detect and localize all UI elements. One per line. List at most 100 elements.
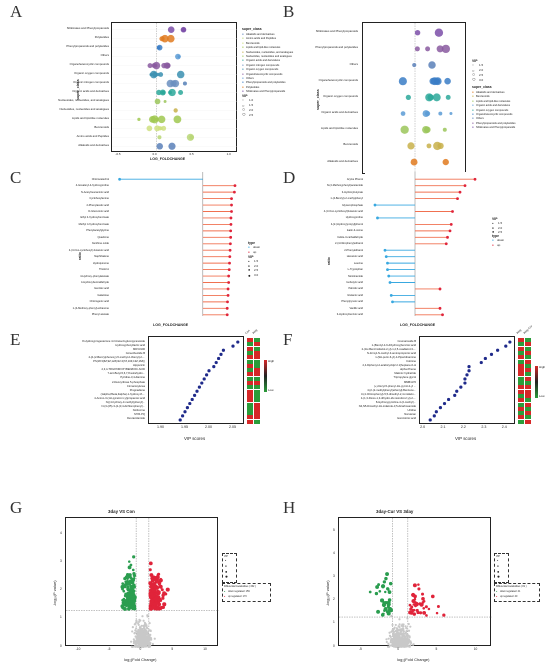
down-regulated-point xyxy=(131,568,135,572)
heatmap-cell xyxy=(247,355,254,360)
up-regulated-point xyxy=(156,590,161,595)
panel-f-colorbar-high: High xyxy=(539,365,546,369)
panel-f-colorbar-low: Low xyxy=(539,394,545,398)
panel-c-y-title: ratio xyxy=(78,252,82,260)
up-regulated-point xyxy=(152,602,157,606)
panel-g-legend-up-dot: ● xyxy=(224,595,226,598)
down-regulated-point xyxy=(132,555,136,559)
down-regulated-point xyxy=(129,579,133,583)
panel-d-y-title: ratio xyxy=(327,257,331,265)
heatmap-cell xyxy=(247,415,254,420)
metabolite-label: Cinnamoylurea xyxy=(126,384,145,388)
down-regulated-point xyxy=(126,587,130,591)
neutral-point xyxy=(131,630,134,633)
neutral-point xyxy=(143,623,147,626)
legend-label: Organoheterocyclic compounds xyxy=(246,72,283,76)
lollipop-head xyxy=(463,184,467,188)
category-label: Lipids and lipid-like molecules xyxy=(320,126,358,131)
bubble-point xyxy=(422,110,430,117)
up-regulated-point xyxy=(162,602,167,607)
down-regulated-point xyxy=(381,602,387,608)
neutral-point xyxy=(143,642,146,645)
panel-a-plot-frame xyxy=(111,22,238,153)
heatmap-cell xyxy=(253,368,260,373)
heatmap-cell xyxy=(524,385,531,390)
heatmap-cell xyxy=(253,372,260,377)
neutral-point xyxy=(390,614,393,618)
up-regulated-point xyxy=(159,577,163,581)
neutral-point xyxy=(135,639,138,643)
panel-d-lollipop-plot xyxy=(373,172,477,317)
neutral-point xyxy=(137,639,140,642)
metabolite-label: 2-(1H-Benzimidazol-2-yl)-1,2,5-oxadiazol… xyxy=(361,347,416,351)
bubble-point xyxy=(398,77,407,86)
vip-dot xyxy=(197,385,201,389)
bubble-point xyxy=(414,46,420,52)
legend-label: Shikimates and Phenylpropanoids xyxy=(246,90,286,94)
up-regulated-point xyxy=(162,591,167,596)
vip-dot xyxy=(214,360,218,365)
bubble-point xyxy=(400,125,409,134)
heatmap-cell xyxy=(524,372,531,377)
panel-h-x-title: log₂(Fold Change) xyxy=(397,657,430,662)
bubble-point xyxy=(146,125,153,132)
heatmap-cell xyxy=(518,402,525,407)
category-label: Alkaloids and derivatives xyxy=(78,142,109,147)
vip-legend-dot: ● xyxy=(492,222,494,225)
panel-b-plot-frame xyxy=(362,22,466,175)
size-legend-dot: ● xyxy=(497,574,500,580)
heatmap-cell xyxy=(247,338,254,342)
metabolite-label: Naphthalene xyxy=(94,255,109,259)
up-regulated-point xyxy=(148,606,153,611)
legend-label: Benzenoids xyxy=(246,41,260,45)
heatmap-cell xyxy=(524,406,531,411)
legend-swatch: ● xyxy=(242,32,244,36)
down-regulated-point xyxy=(121,582,125,585)
bubble-point xyxy=(429,77,437,85)
up-regulated-point xyxy=(430,594,435,599)
neutral-point xyxy=(134,622,137,625)
heatmap-cell xyxy=(524,338,531,342)
metabolite-label: Isonicotinic acid xyxy=(397,417,416,421)
vip-legend-dot: ● xyxy=(248,268,251,272)
metabolite-label: 4-(3-Oxo-cyclohexyl)butanoic acid xyxy=(323,210,363,213)
legend-label: Others xyxy=(246,77,254,80)
bubble-point xyxy=(436,45,444,53)
vip-dot xyxy=(434,410,438,414)
lollipop-head xyxy=(441,313,444,317)
metabolite-label: 7-tert-Butyl-5,6,7,8-tetrahydro... xyxy=(107,372,146,376)
metabolite-label: Vanillic acid xyxy=(349,306,363,310)
neutral-point xyxy=(392,633,395,636)
legend-label: Organic acids and derivatives xyxy=(246,59,281,63)
panel-g-volcano-plot xyxy=(66,518,219,649)
vip-legend-label: 2.0 xyxy=(479,68,484,72)
heatmap-column-label: 3day-Cur xyxy=(521,324,533,335)
heatmap-cell xyxy=(524,381,531,385)
x-tick-label: -0.5 xyxy=(115,152,121,156)
heatmap-cell xyxy=(518,415,525,420)
bubble-point xyxy=(444,77,451,85)
down-regulated-point xyxy=(130,599,133,603)
lollipop-head xyxy=(448,229,452,233)
neutral-point xyxy=(140,637,143,640)
vip-legend-dot: ● xyxy=(248,263,250,268)
neutral-point xyxy=(140,624,143,627)
down-regulated-point xyxy=(376,609,381,614)
up-regulated-point xyxy=(159,605,164,610)
x-tick-label: 1.0 xyxy=(226,152,231,156)
bubble-point xyxy=(181,27,186,33)
vip-legend-circle: ○ xyxy=(472,72,476,78)
lollipop-head xyxy=(449,223,453,226)
vip-dot xyxy=(231,344,235,348)
metabolite-label: Arylne Phenol xyxy=(346,177,363,181)
neutral-point xyxy=(405,630,408,633)
neutral-point xyxy=(148,645,151,648)
metabolite-label: Norlicorne xyxy=(132,409,145,413)
x-tick-label: 2.0 xyxy=(420,425,426,429)
neutral-point xyxy=(148,621,151,625)
metabolite-label: N4,N5-Dimethyl-1H-indazole-3,5-dicarboxa… xyxy=(358,405,416,409)
heatmap-cell xyxy=(247,372,254,377)
x-tick-label: 0.0 xyxy=(152,152,157,156)
metabolite-label: Tripropylene glycol xyxy=(393,376,416,380)
bubble-point xyxy=(167,26,175,34)
